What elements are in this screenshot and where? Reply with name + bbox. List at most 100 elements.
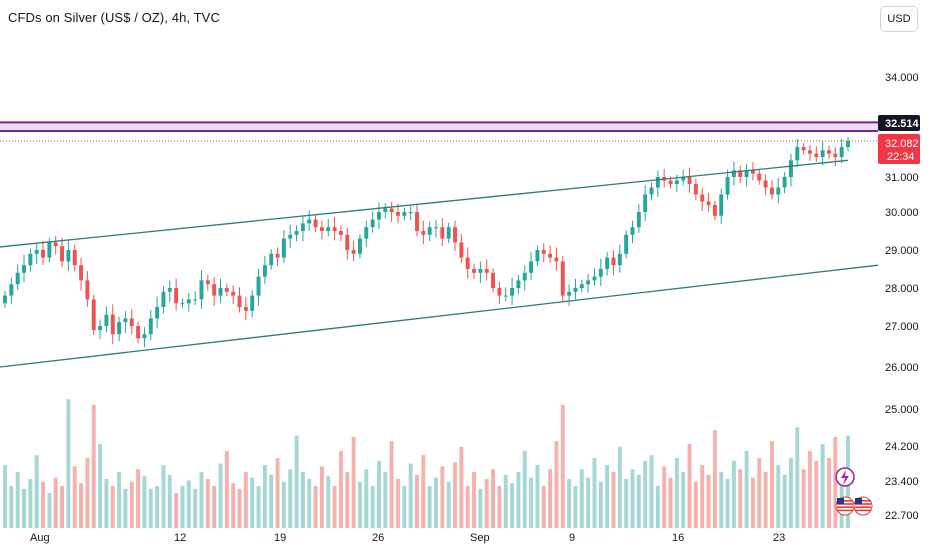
volume-bar <box>148 488 153 528</box>
candle <box>66 239 71 271</box>
candle <box>180 298 185 308</box>
candle-body <box>693 184 698 195</box>
volume-bar <box>250 477 255 528</box>
volume-bar <box>389 441 394 528</box>
candle <box>155 296 160 328</box>
volume-bar <box>53 477 58 528</box>
volume-bar <box>484 479 489 528</box>
candle-body <box>326 227 331 231</box>
candle-body <box>738 170 743 177</box>
candle <box>22 254 26 283</box>
candle-body <box>674 180 679 184</box>
marked-price-label: 32.514 <box>878 115 920 131</box>
candle <box>34 242 39 265</box>
volume-bar <box>820 444 825 528</box>
candle <box>364 220 369 247</box>
candle <box>3 291 7 308</box>
volume-bar <box>186 480 191 528</box>
volume-bar <box>795 427 800 528</box>
candle-body <box>155 307 160 319</box>
volume-bar <box>516 472 521 528</box>
candle-body <box>776 187 781 195</box>
candle-body <box>148 318 153 335</box>
candle <box>655 170 660 197</box>
candle <box>573 278 578 300</box>
candle <box>535 245 540 266</box>
volume-bar <box>681 472 686 528</box>
candle <box>598 258 603 286</box>
candle-body <box>516 280 521 288</box>
candle <box>503 287 508 302</box>
y-tick-label: 24.200 <box>885 441 919 453</box>
flag-stripe <box>855 506 871 508</box>
candle <box>256 269 261 306</box>
volume-bar <box>129 481 134 528</box>
candle <box>212 276 217 306</box>
candle <box>560 255 565 303</box>
candle <box>643 185 648 222</box>
candle <box>237 287 242 313</box>
us-flag-icon <box>835 496 855 516</box>
flash-icon-bolt <box>841 470 849 485</box>
candle-body <box>833 153 838 157</box>
volume-bar <box>554 441 559 528</box>
volume-bar <box>738 469 743 528</box>
candle <box>446 222 451 244</box>
volume-bar <box>636 474 641 528</box>
candle <box>744 163 749 187</box>
volume-bar <box>167 474 172 528</box>
candle <box>161 286 166 314</box>
candle <box>434 219 438 238</box>
candle <box>712 200 717 221</box>
candle-body <box>497 288 502 296</box>
volume-bar <box>218 463 223 528</box>
y-tick-label: 34.000 <box>885 72 919 84</box>
current-price-bg <box>878 134 920 164</box>
candle-body <box>567 291 572 296</box>
candle-body <box>212 284 217 296</box>
candle-body <box>446 227 451 239</box>
candle <box>117 316 122 342</box>
candle-body <box>453 227 457 243</box>
candle <box>427 221 432 242</box>
volume-bar <box>396 479 400 528</box>
volume-bar <box>687 444 692 528</box>
currency-button[interactable]: USD <box>880 6 918 32</box>
volume-bar <box>592 458 597 528</box>
y-tick-label: 23.400 <box>885 476 919 488</box>
candle <box>548 245 553 264</box>
candle-body <box>522 272 527 281</box>
candle <box>9 277 14 304</box>
flag-canton <box>855 498 862 504</box>
volume-bar <box>731 460 736 528</box>
volume-bar <box>193 488 198 528</box>
volume-bar <box>110 486 115 528</box>
candle <box>402 207 407 221</box>
volume-bar <box>34 455 39 528</box>
volume-bar <box>605 465 610 528</box>
volume-bar <box>674 458 679 528</box>
volume-bar <box>776 465 781 528</box>
candle-body <box>15 272 20 285</box>
candle <box>554 247 559 271</box>
volume-bar <box>434 477 438 528</box>
candle <box>174 278 179 311</box>
candle-body <box>541 250 546 254</box>
candle-body <box>827 150 831 154</box>
y-tick-label: 22.700 <box>885 510 919 522</box>
candle-body <box>586 280 591 285</box>
candle-body <box>725 177 730 195</box>
candle-body <box>243 307 248 311</box>
candle-body <box>338 231 343 235</box>
candle-body <box>307 219 312 224</box>
candle <box>757 169 762 185</box>
candle-body <box>47 242 52 258</box>
candle-body <box>53 242 58 247</box>
candle-body <box>465 257 470 269</box>
candle-body <box>199 280 204 300</box>
candle <box>326 218 331 237</box>
candle-body <box>434 227 438 229</box>
candle <box>706 192 711 212</box>
